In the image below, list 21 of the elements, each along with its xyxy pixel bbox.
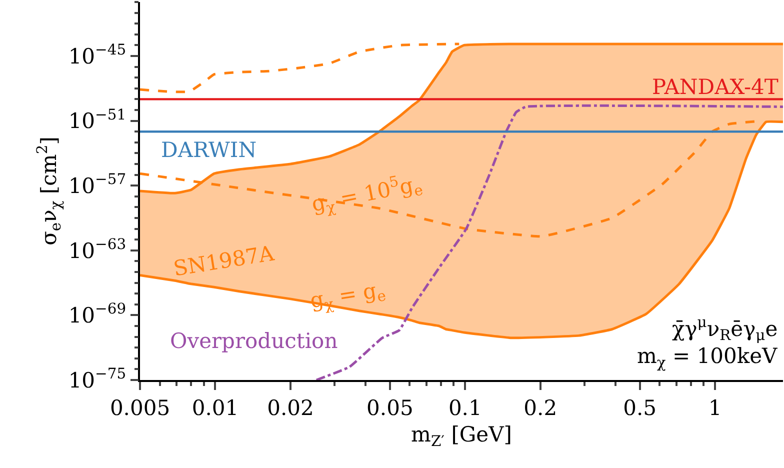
series-label: Overproduction [170,329,338,353]
ref-line-label: DARWIN [161,138,257,162]
annotation: χ̄γ$^{μ}$ν$_{R}$ēγ$_{μ}$e [672,314,778,344]
x-tick-label: 0.02 [267,396,314,420]
x-tick-label: 1 [708,396,722,420]
annotation: SN1987A [172,241,276,281]
x-tick-label: 0.5 [623,396,657,420]
x-tick-label: 0.01 [192,396,239,420]
x-tick-label: 0.2 [524,396,558,420]
ref-line-label: PANDAX-4T [652,75,778,99]
y-tick-label: 10$^{−69}$ [68,300,126,328]
annotation: m$_{χ}$ = 100keV [637,344,778,372]
y-tick-label: 10$^{−57}$ [68,171,126,198]
x-tick-label: 0.1 [448,396,482,420]
x-tick-label: 0.05 [366,396,414,420]
y-tick-label: 10$^{−45}$ [68,42,126,68]
y-tick-label: 10$^{−75}$ [68,366,126,392]
y-tick-label: 10$^{−51}$ [68,106,126,134]
x-axis-title: m$_{Z′}$ [GeV] [411,422,512,450]
y-tick-label: 10$^{−63}$ [68,236,126,263]
x-tick-label: 0.005 [110,396,170,420]
